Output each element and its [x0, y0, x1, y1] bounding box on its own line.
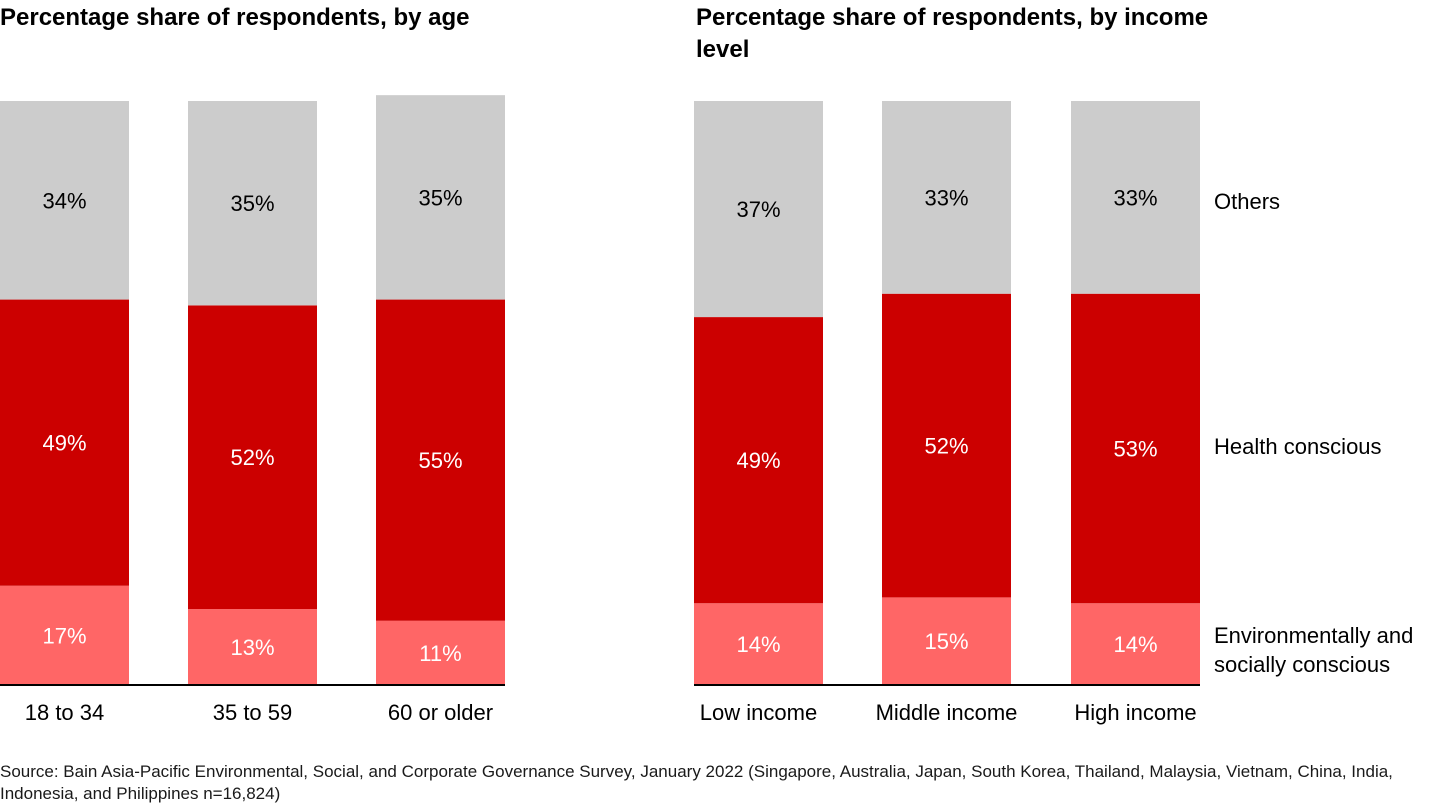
bar-segment-others-1-0	[694, 101, 823, 318]
data-label-env-0-2: 11%	[419, 641, 461, 666]
data-label-env-0-0: 17%	[42, 623, 86, 648]
stacked-bar-charts: 17% 49% 34% 18 to 34 13% 52% 35% 35 to 59 11% 55%…	[0, 95, 1413, 725]
bar-segment-health-0-1	[188, 305, 317, 610]
chart-title-by-income: Percentage share of respondents, by inco…	[696, 4, 1209, 63]
bar-segment-others-1-2	[1071, 101, 1200, 294]
legend-env-line1: Environmentally and	[1214, 623, 1413, 648]
category-label-0-1: 35 to 59	[213, 700, 293, 725]
data-label-health-1-0: 49%	[736, 448, 780, 473]
bar-segment-env-0-0	[0, 585, 129, 685]
data-label-env-1-0: 14%	[736, 632, 780, 657]
data-label-health-0-2: 55%	[418, 448, 462, 473]
data-label-others-1-1: 33%	[924, 185, 968, 210]
bar-segment-env-0-2	[376, 620, 505, 685]
bar-segment-others-0-1	[188, 101, 317, 306]
data-label-env-1-2: 14%	[1113, 632, 1157, 657]
bar-segment-env-1-1	[882, 597, 1011, 685]
data-label-env-1-1: 15%	[924, 629, 968, 654]
chart-title-by-age: Percentage share of respondents, by age	[0, 4, 470, 31]
category-label-1-0: Low income	[700, 700, 817, 725]
data-label-health-0-0: 49%	[42, 431, 86, 456]
data-label-others-1-2: 33%	[1113, 185, 1157, 210]
legend-env-line2: socially conscious	[1214, 652, 1390, 677]
bar-segment-env-0-1	[188, 609, 317, 685]
bar-segment-health-1-0	[694, 317, 823, 604]
bar-segment-others-0-2	[376, 95, 505, 300]
data-label-others-0-1: 35%	[230, 191, 274, 216]
bar-segment-env-1-0	[694, 603, 823, 685]
bar-segment-health-0-0	[0, 299, 129, 586]
legend-health-conscious: Health conscious	[1214, 434, 1382, 459]
data-label-others-0-2: 35%	[418, 185, 462, 210]
source-note: Source: Bain Asia-Pacific Environmental,…	[0, 762, 1393, 803]
category-label-0-0: 18 to 34	[25, 700, 105, 725]
bar-segment-others-1-1	[882, 101, 1011, 294]
legend-others: Others	[1214, 189, 1280, 214]
bar-segment-health-1-1	[882, 293, 1011, 598]
data-label-env-0-1: 13%	[230, 635, 274, 660]
bar-segment-env-1-2	[1071, 603, 1200, 685]
data-label-others-0-0: 34%	[42, 188, 86, 213]
data-label-health-1-1: 52%	[924, 434, 968, 459]
data-label-health-1-2: 53%	[1113, 436, 1157, 461]
data-label-health-0-1: 52%	[230, 445, 274, 470]
bar-segment-health-0-2	[376, 299, 505, 621]
bar-segment-others-0-0	[0, 101, 129, 300]
bar-segment-health-1-2	[1071, 293, 1200, 604]
category-label-1-1: Middle income	[876, 700, 1018, 725]
category-label-0-2: 60 or older	[388, 700, 493, 725]
data-label-others-1-0: 37%	[736, 197, 780, 222]
category-label-1-2: High income	[1074, 700, 1196, 725]
